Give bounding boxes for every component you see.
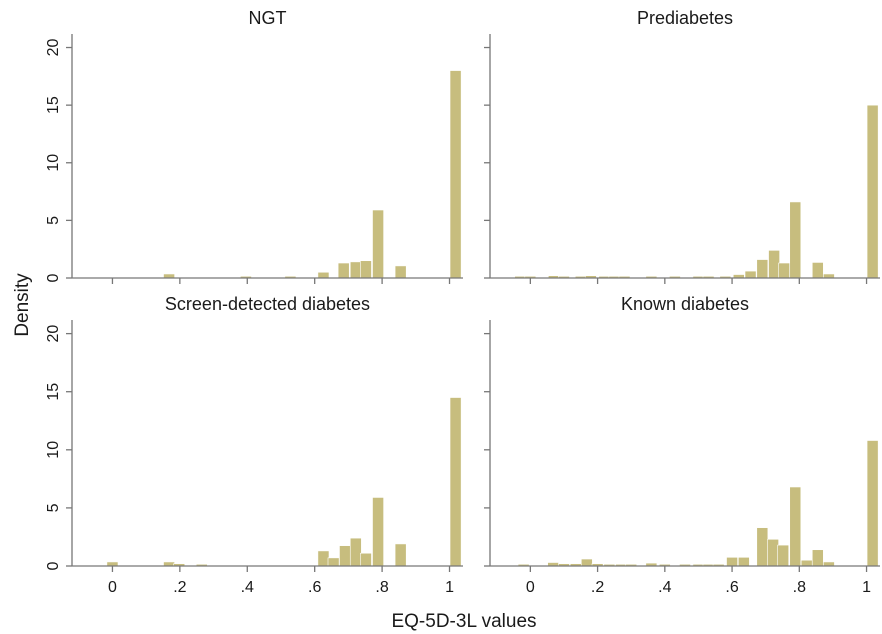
histogram-bar	[360, 260, 372, 279]
panel-title-screen-detected-diabetes: Screen-detected diabetes	[165, 294, 370, 314]
histogram-bar	[811, 262, 824, 279]
histogram-bar	[327, 557, 340, 567]
histogram-bar	[756, 527, 769, 567]
panel-2: Prediabetes	[484, 8, 880, 284]
histogram-bar	[449, 70, 462, 279]
x-tick-label: .8	[375, 579, 388, 596]
x-tick-label: .4	[241, 579, 254, 596]
histogram-bar	[726, 556, 738, 567]
histogram-bar	[339, 545, 351, 567]
histogram-bar	[744, 270, 757, 279]
histogram-bar	[372, 497, 384, 567]
histogram-bar	[394, 265, 407, 279]
x-tick-label: .6	[725, 579, 738, 596]
histogram-bar	[394, 543, 407, 567]
histogram-bar	[778, 262, 791, 279]
y-tick-label: 5	[45, 216, 62, 225]
histogram-bar	[580, 558, 593, 567]
x-tick-label: .2	[591, 579, 604, 596]
panel-3: Screen-detected diabetes 0 5 10 15 20 0 .2 .4 .6.…	[45, 294, 463, 596]
y-tick-label: 15	[45, 96, 62, 114]
panel-title-known-diabetes: Known diabetes	[621, 294, 749, 314]
histogram-bar	[317, 550, 330, 567]
histogram-bar	[866, 440, 879, 567]
histogram-bar	[349, 537, 362, 567]
histogram-bar	[789, 201, 802, 279]
x-tick-label: .2	[173, 579, 186, 596]
histogram-bar	[349, 261, 362, 279]
y-tick-label: 10	[45, 441, 62, 459]
histogram-bar	[756, 259, 769, 279]
y-tick-label: 0	[45, 273, 62, 282]
histogram-bar	[866, 104, 879, 279]
histogram-bar	[360, 552, 372, 567]
histogram-bar	[737, 556, 750, 567]
histogram-bar	[768, 250, 780, 279]
y-tick-label: 15	[45, 383, 62, 401]
panel-1: NGT 0 5 10 15 20	[45, 8, 463, 284]
histogram-bar	[372, 209, 384, 279]
x-tick-label: .8	[793, 579, 806, 596]
y-tick-label: 0	[45, 561, 62, 570]
x-tick-label: .4	[658, 579, 671, 596]
x-tick-label: 0	[108, 579, 117, 596]
histogram-bar	[317, 271, 330, 279]
y-tick-label: 5	[45, 503, 62, 512]
histogram-bar	[811, 549, 824, 567]
x-tick-label: 1	[445, 579, 454, 596]
y-tick-label: 20	[45, 325, 62, 343]
panel-title-ngt: NGT	[249, 8, 287, 28]
x-axis-title: EQ-5D-3L values	[391, 611, 536, 632]
histogram-bar	[777, 544, 790, 567]
panel-4: Known diabetes 0 .2 .4 .6 .8 1	[484, 294, 880, 596]
histogram-bar	[800, 559, 813, 567]
histogram-bar	[767, 538, 779, 567]
x-tick-label: 0	[526, 579, 535, 596]
x-tick-label: 1	[862, 579, 871, 596]
histogram-bar	[449, 397, 462, 567]
y-axis-title: Density	[12, 273, 33, 337]
histogram-bar	[789, 486, 802, 567]
x-tick-label: .6	[308, 579, 321, 596]
histogram-bar	[337, 262, 350, 279]
y-tick-label: 10	[45, 154, 62, 172]
y-tick-label: 20	[45, 39, 62, 57]
panel-title-prediabetes: Prediabetes	[637, 8, 733, 28]
